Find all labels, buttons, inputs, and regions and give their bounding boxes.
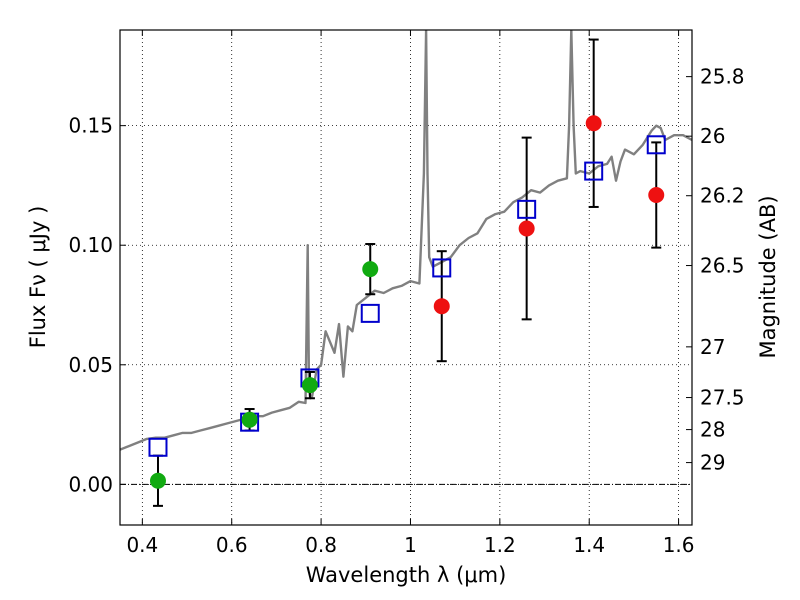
x-tick-label: 1.2 [484,533,516,557]
model-square-marker [148,437,168,457]
y-tick-label: 0.10 [68,233,113,257]
model-square-marker [360,303,380,323]
plot-frame [119,29,693,526]
plot-area [120,30,692,507]
x-tick-label: 1 [404,533,417,557]
mag-tick-label: 27.5 [700,386,745,410]
mag-tick-label: 27 [700,335,725,359]
mag-tick-label: 28 [700,418,725,442]
data-point [362,261,379,278]
data-point [585,115,602,132]
mag-tick-label: 26.2 [700,184,745,208]
x-axis-label: Wavelength λ (μm) [306,563,507,587]
data-point [648,187,665,203]
x-tick-label: 0.6 [216,533,248,557]
data-point [301,377,318,394]
mag-tick-label: 25.8 [700,65,745,89]
data-point [518,220,535,237]
mag-tick-label: 26.5 [700,254,745,278]
y2-axis-label: Magnitude (AB) [756,195,780,358]
y-tick-label: 0.15 [68,114,113,138]
y-axis-label: Flux Fν ( μJy ) [26,206,50,349]
mag-tick-label: 29 [700,451,725,475]
x-tick-label: 0.8 [305,533,337,557]
data-point [433,298,450,315]
data-point [149,472,166,489]
model-square-marker [432,258,452,278]
y-tick-label: 0.00 [68,472,113,496]
model-square-marker [517,199,537,219]
y-tick-label: 0.05 [68,353,113,377]
ticks-layer: 0.4 0.6 0.8 1 1.2 1.4 1.6 0.00 0.05 0.10 0.15 25.8 2… [68,30,745,557]
mag-tick-label: 26 [700,124,725,148]
x-tick-label: 1.6 [663,533,695,557]
data-point [241,411,258,428]
model-square-marker [584,161,604,181]
model-square-marker [646,135,666,155]
x-tick-label: 1.4 [573,533,605,557]
x-tick-label: 0.4 [126,533,158,557]
